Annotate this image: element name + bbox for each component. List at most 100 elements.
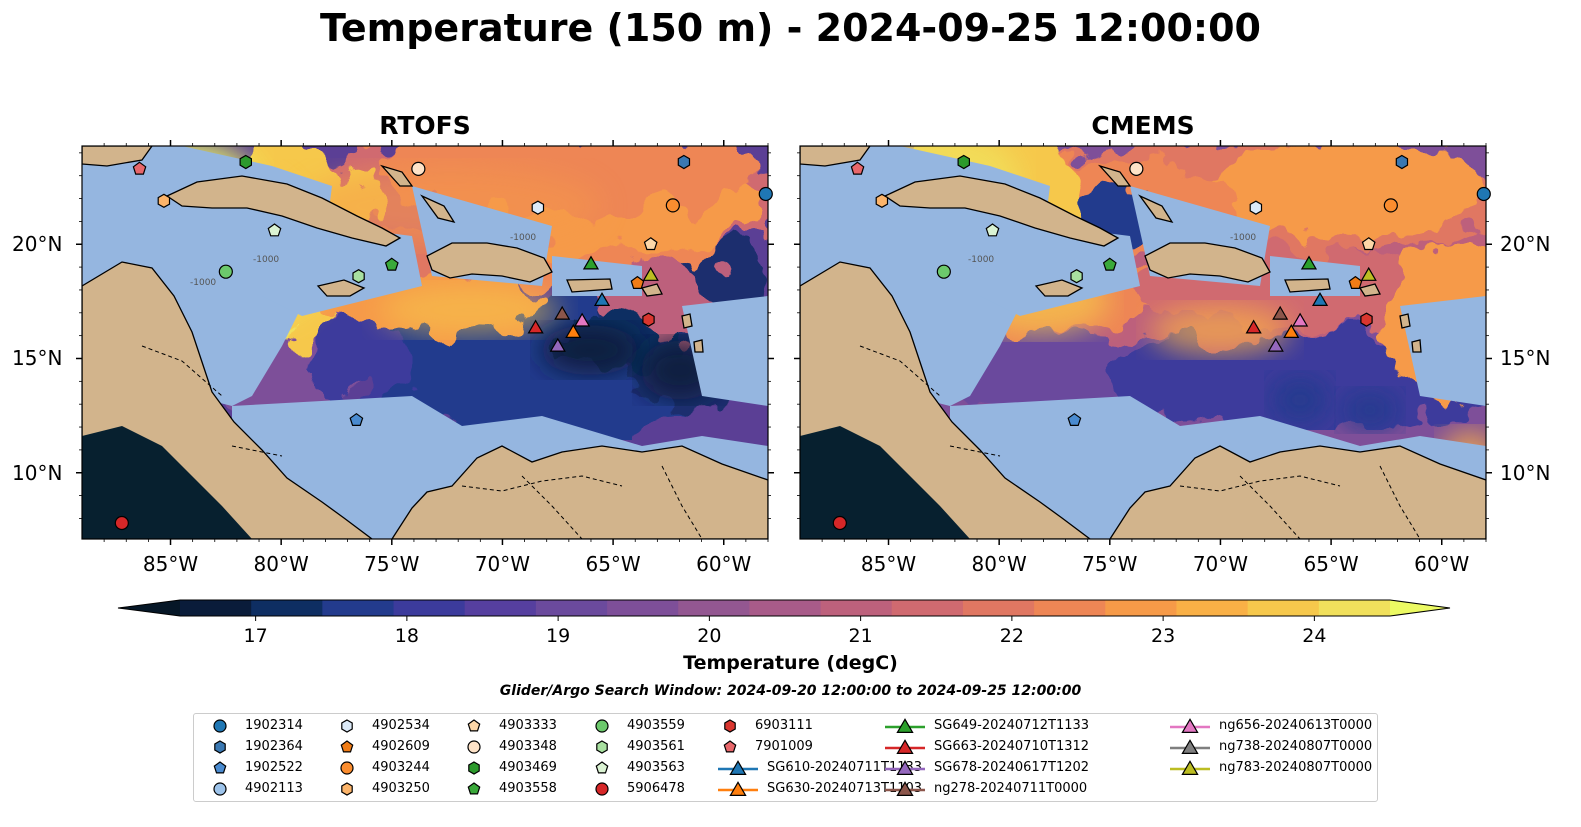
legend-marker	[213, 761, 227, 774]
lon-label: 85°W	[142, 552, 199, 576]
marker-4903244	[1383, 198, 1398, 213]
marker-SG610-20240711T1133	[593, 292, 611, 306]
contour-label: -1000	[253, 255, 279, 265]
axis-ticks	[76, 140, 1492, 545]
lon-label: 80°W	[253, 552, 309, 576]
pentagon-marker-icon	[723, 740, 737, 753]
marker-7901009	[850, 161, 865, 175]
pentagon-marker-icon	[467, 719, 481, 732]
lon-label: 60°W	[696, 552, 752, 576]
legend-label: 4903559	[627, 718, 685, 733]
legend-marker	[595, 782, 609, 796]
triangle-marker-icon	[885, 760, 925, 775]
lon-label: 65°W	[1303, 552, 1359, 576]
lon-label: 80°W	[971, 552, 1027, 576]
marker-7901009	[132, 161, 147, 175]
contour-label: -1000	[510, 233, 536, 243]
marker-ng783-20240807T0000	[642, 266, 659, 281]
circle-marker-icon	[595, 782, 609, 796]
legend-label: 5906478	[627, 781, 685, 796]
legend-marker	[596, 740, 608, 754]
marker-5906478	[114, 515, 129, 531]
marker-4903563	[267, 223, 282, 237]
triangle-marker-icon	[718, 760, 758, 775]
marker-1902364	[677, 154, 691, 170]
panel-title-rtofs: RTOFS	[379, 111, 471, 140]
triangle-marker-icon	[1170, 760, 1210, 775]
marker-SG630-20240713T1103	[1283, 324, 1300, 338]
marker-4902534	[531, 200, 545, 215]
colorbar-outline	[117, 599, 1451, 617]
marker-4903561	[1070, 269, 1083, 284]
colorbar-tick-label: 19	[546, 625, 571, 647]
marker-SG678-20240617T1202	[1267, 337, 1284, 352]
search-window-text: Glider/Argo Search Window: 2024-09-20 12…	[499, 683, 1082, 699]
colorbar-label: Temperature (degC)	[683, 652, 898, 674]
legend-label: ng783-20240807T0000	[1219, 760, 1373, 775]
legend-label: 6903111	[755, 718, 813, 733]
circle-marker-icon	[213, 719, 227, 733]
circle-marker-icon	[467, 740, 481, 754]
lon-label: 75°W	[364, 552, 420, 576]
legend-marker	[467, 719, 481, 732]
marker-ng278-20240711T0000	[1272, 305, 1289, 320]
colorbar-segment	[1247, 600, 1320, 616]
observation-markers	[114, 154, 1491, 531]
legend: 1902314 1902364 1902522 4902113 4902534 49026…	[193, 713, 1378, 802]
legend-label: 4903469	[499, 760, 557, 775]
legend-label: ng738-20240807T0000	[1219, 739, 1373, 754]
colorbar-tick-label: 20	[697, 625, 722, 647]
circle-marker-icon	[213, 782, 227, 796]
legend-label: SG678-20240617T1202	[934, 760, 1090, 775]
marker-4902609	[630, 275, 645, 289]
pentagon-marker-icon	[467, 782, 481, 795]
colorbar-segment	[1105, 600, 1178, 616]
colorbar-segment	[607, 600, 679, 616]
legend-marker	[214, 740, 226, 754]
colorbar-segment	[820, 600, 893, 616]
marker-ng783-20240807T0000	[1360, 266, 1377, 281]
colorbar-tick-label: 18	[394, 625, 419, 647]
lat-label-right: 20°N	[1500, 232, 1551, 257]
marker-4903348	[411, 161, 426, 176]
colorbar-tick-label: 22	[999, 625, 1024, 647]
triangle-marker-icon	[885, 781, 925, 796]
legend-marker	[213, 719, 227, 733]
marker-4903558	[1102, 257, 1117, 271]
colorbar-segment	[1034, 600, 1106, 616]
legend-marker	[896, 781, 914, 796]
marker-4903244	[665, 198, 680, 213]
colorbar-segment	[749, 600, 822, 616]
legend-marker	[729, 781, 747, 796]
legend-marker	[468, 761, 480, 775]
legend-marker	[724, 719, 736, 733]
hexagon-marker-icon	[596, 740, 608, 754]
marker-4903348	[1129, 161, 1144, 176]
legend-label: ng278-20240711T0000	[934, 781, 1088, 796]
legend-label: 7901009	[755, 739, 813, 754]
marker-6903111	[1360, 312, 1373, 327]
colorbar-segment	[251, 600, 323, 616]
legend-marker	[341, 782, 353, 796]
marker-5906478	[832, 515, 847, 531]
hexagon-marker-icon	[724, 719, 736, 733]
marker-ng656-20240613T0000	[1292, 312, 1309, 327]
marker-ng656-20240613T0000	[574, 312, 591, 327]
legend-marker	[467, 740, 481, 754]
colorbar-tick-label: 24	[1302, 625, 1327, 647]
legend-marker	[723, 740, 737, 753]
lat-label-left: 15°N	[12, 346, 63, 371]
marker-1902522	[349, 412, 364, 426]
legend-label: 4902113	[245, 781, 303, 796]
marker-SG663-20240710T1312	[527, 319, 544, 334]
legend-label: 4903348	[499, 739, 557, 754]
marker-4902534	[1249, 200, 1263, 215]
legend-marker	[340, 740, 354, 753]
marker-SG649-20240712T1133	[1300, 255, 1318, 270]
lon-label: 70°W	[474, 552, 531, 576]
hexagon-marker-icon	[468, 761, 480, 775]
colorbar-segment	[535, 600, 608, 616]
colorbar-segment	[1176, 600, 1249, 616]
legend-label: 4902534	[372, 718, 430, 733]
pentagon-marker-icon	[595, 761, 609, 774]
